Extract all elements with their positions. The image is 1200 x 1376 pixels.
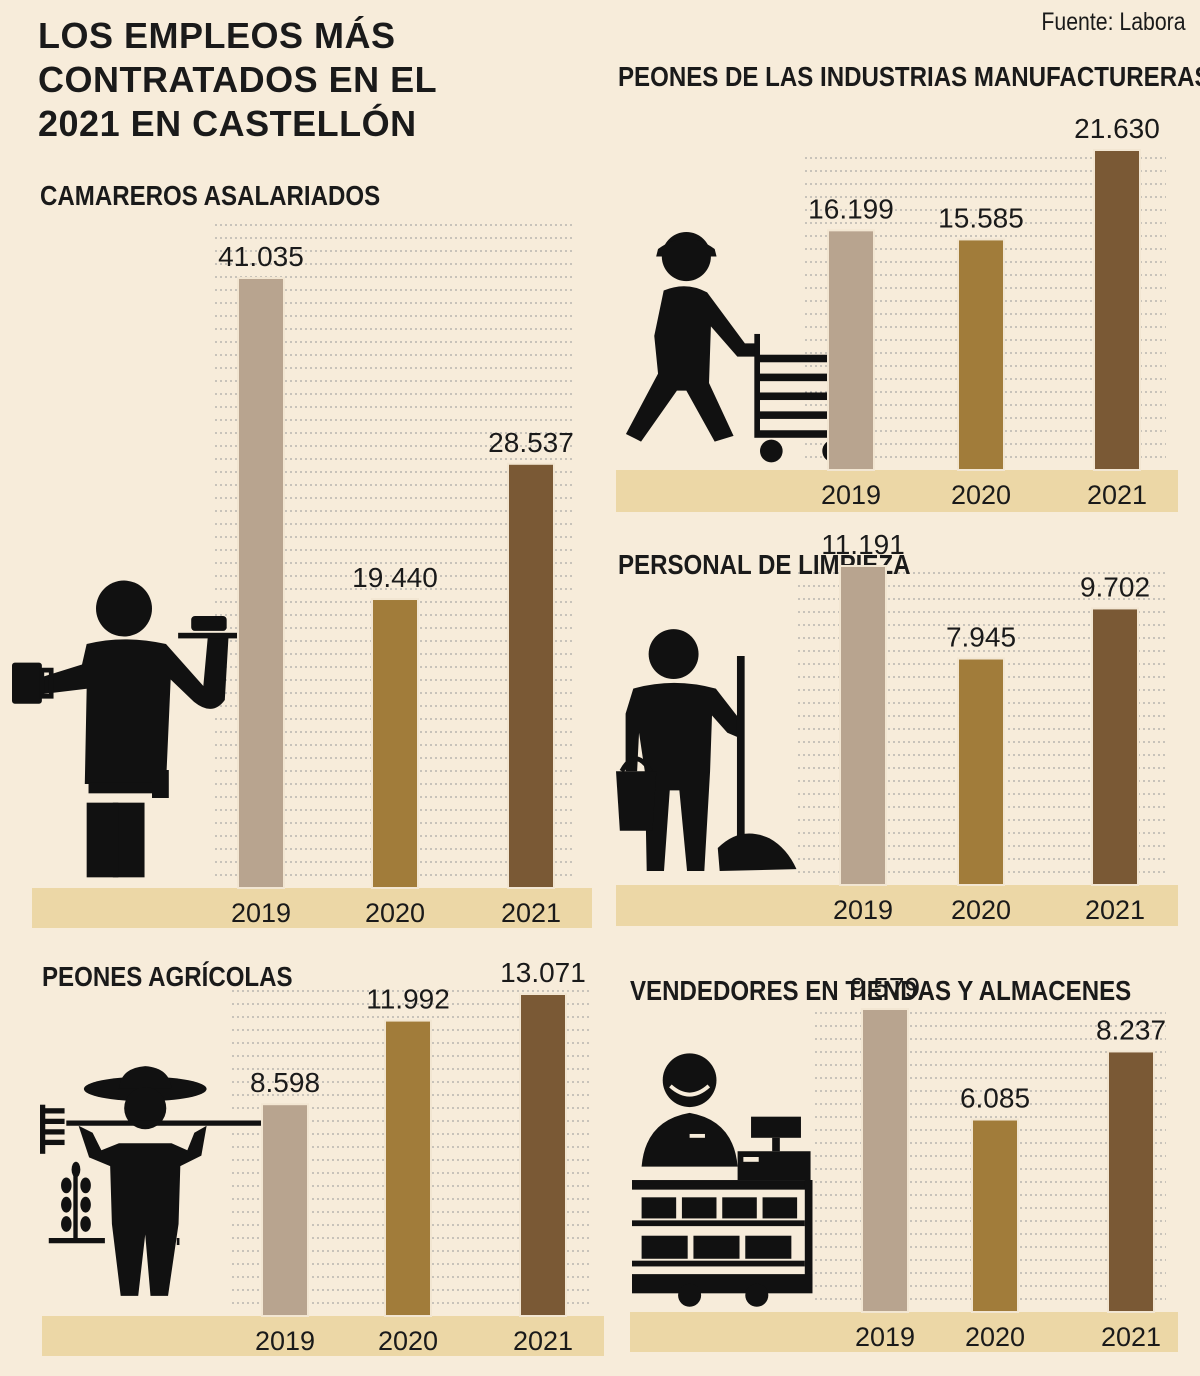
value-label: 6.085 — [960, 1083, 1030, 1114]
title-line-1: LOS EMPLEOS MÁS — [38, 15, 396, 56]
value-label: 13.071 — [500, 957, 586, 988]
bar — [371, 598, 419, 889]
value-label: 21.630 — [1074, 113, 1160, 144]
title-line-2: CONTRATADOS EN EL — [38, 59, 438, 100]
value-label: 41.035 — [218, 241, 304, 272]
chart-panel: PEONES DE LAS INDUSTRIAS MANUFACTURERAS 1… — [616, 60, 1200, 512]
baseline-band — [616, 470, 1178, 512]
category-label: 2019 — [821, 480, 881, 510]
chart-panel: PERSONAL DE LIMPIEZA11.19120197.94520209… — [616, 529, 1178, 926]
value-label: 8.237 — [1096, 1014, 1166, 1045]
category-label: 2021 — [501, 898, 561, 928]
bar — [861, 1008, 909, 1313]
category-label: 2019 — [231, 898, 291, 928]
bar — [507, 462, 555, 889]
category-label: 2021 — [1085, 895, 1145, 925]
category-label: 2021 — [513, 1326, 573, 1356]
title-line-3: 2021 EN CASTELLÓN — [38, 103, 417, 144]
value-label: 7.945 — [946, 622, 1016, 653]
category-label: 2021 — [1087, 480, 1147, 510]
category-label: 2020 — [965, 1322, 1025, 1352]
chart-panel: PEONES AGRÍCOLAS 8.598 2019 11.992 2020 13.07… — [40, 957, 604, 1356]
shop-vendor-icon — [632, 1051, 815, 1309]
bar — [957, 657, 1005, 887]
bar — [827, 229, 875, 471]
value-label: 9.702 — [1080, 571, 1150, 602]
value-label: 19.440 — [352, 562, 438, 593]
bar — [384, 1019, 432, 1317]
bar — [237, 277, 285, 889]
cleaner-mop-icon — [616, 629, 796, 871]
farmer-rake-icon — [40, 1066, 268, 1296]
bar — [971, 1118, 1019, 1313]
value-label: 15.585 — [938, 202, 1024, 233]
category-label: 2020 — [951, 480, 1011, 510]
baseline-band — [630, 1312, 1178, 1352]
value-label: 28.537 — [488, 427, 574, 458]
source-note: Fuente: Labora — [1041, 8, 1186, 36]
bar — [957, 238, 1005, 471]
chart-panel: CAMAREROS ASALARIADOS 41.035 2019 19.440 202… — [12, 179, 592, 928]
chart-title: VENDEDORES EN TIENDAS Y ALMACENES — [630, 974, 1131, 1006]
category-label: 2019 — [255, 1326, 315, 1356]
category-label: 2021 — [1101, 1322, 1161, 1352]
bar — [839, 565, 887, 886]
bar — [519, 993, 567, 1317]
baseline-band — [42, 1316, 604, 1356]
value-label: 11.992 — [366, 984, 450, 1015]
category-label: 2019 — [855, 1322, 915, 1352]
value-label: 16.199 — [808, 193, 894, 224]
factory-worker-cart-icon — [625, 232, 847, 463]
page-title: LOS EMPLEOS MÁS CONTRATADOS EN EL 2021 E… — [38, 14, 558, 146]
baseline-band — [616, 885, 1178, 926]
bar — [1091, 607, 1139, 886]
category-label: 2020 — [365, 898, 425, 928]
bar — [261, 1103, 309, 1317]
baseline-band — [32, 888, 592, 928]
bar — [1093, 149, 1141, 471]
chart-title: CAMAREROS ASALARIADOS — [40, 179, 380, 211]
waiter-icon — [12, 581, 275, 878]
value-label: 11.191 — [821, 529, 905, 560]
category-label: 2020 — [951, 895, 1011, 925]
chart-title: PEONES AGRÍCOLAS — [42, 960, 293, 992]
bar — [1107, 1050, 1155, 1313]
category-label: 2019 — [833, 895, 893, 925]
category-label: 2020 — [378, 1326, 438, 1356]
value-label: 9.579 — [850, 972, 920, 1003]
chart-title: PEONES DE LAS INDUSTRIAS MANUFACTURERAS — [618, 60, 1200, 92]
value-label: 8.598 — [250, 1067, 320, 1098]
